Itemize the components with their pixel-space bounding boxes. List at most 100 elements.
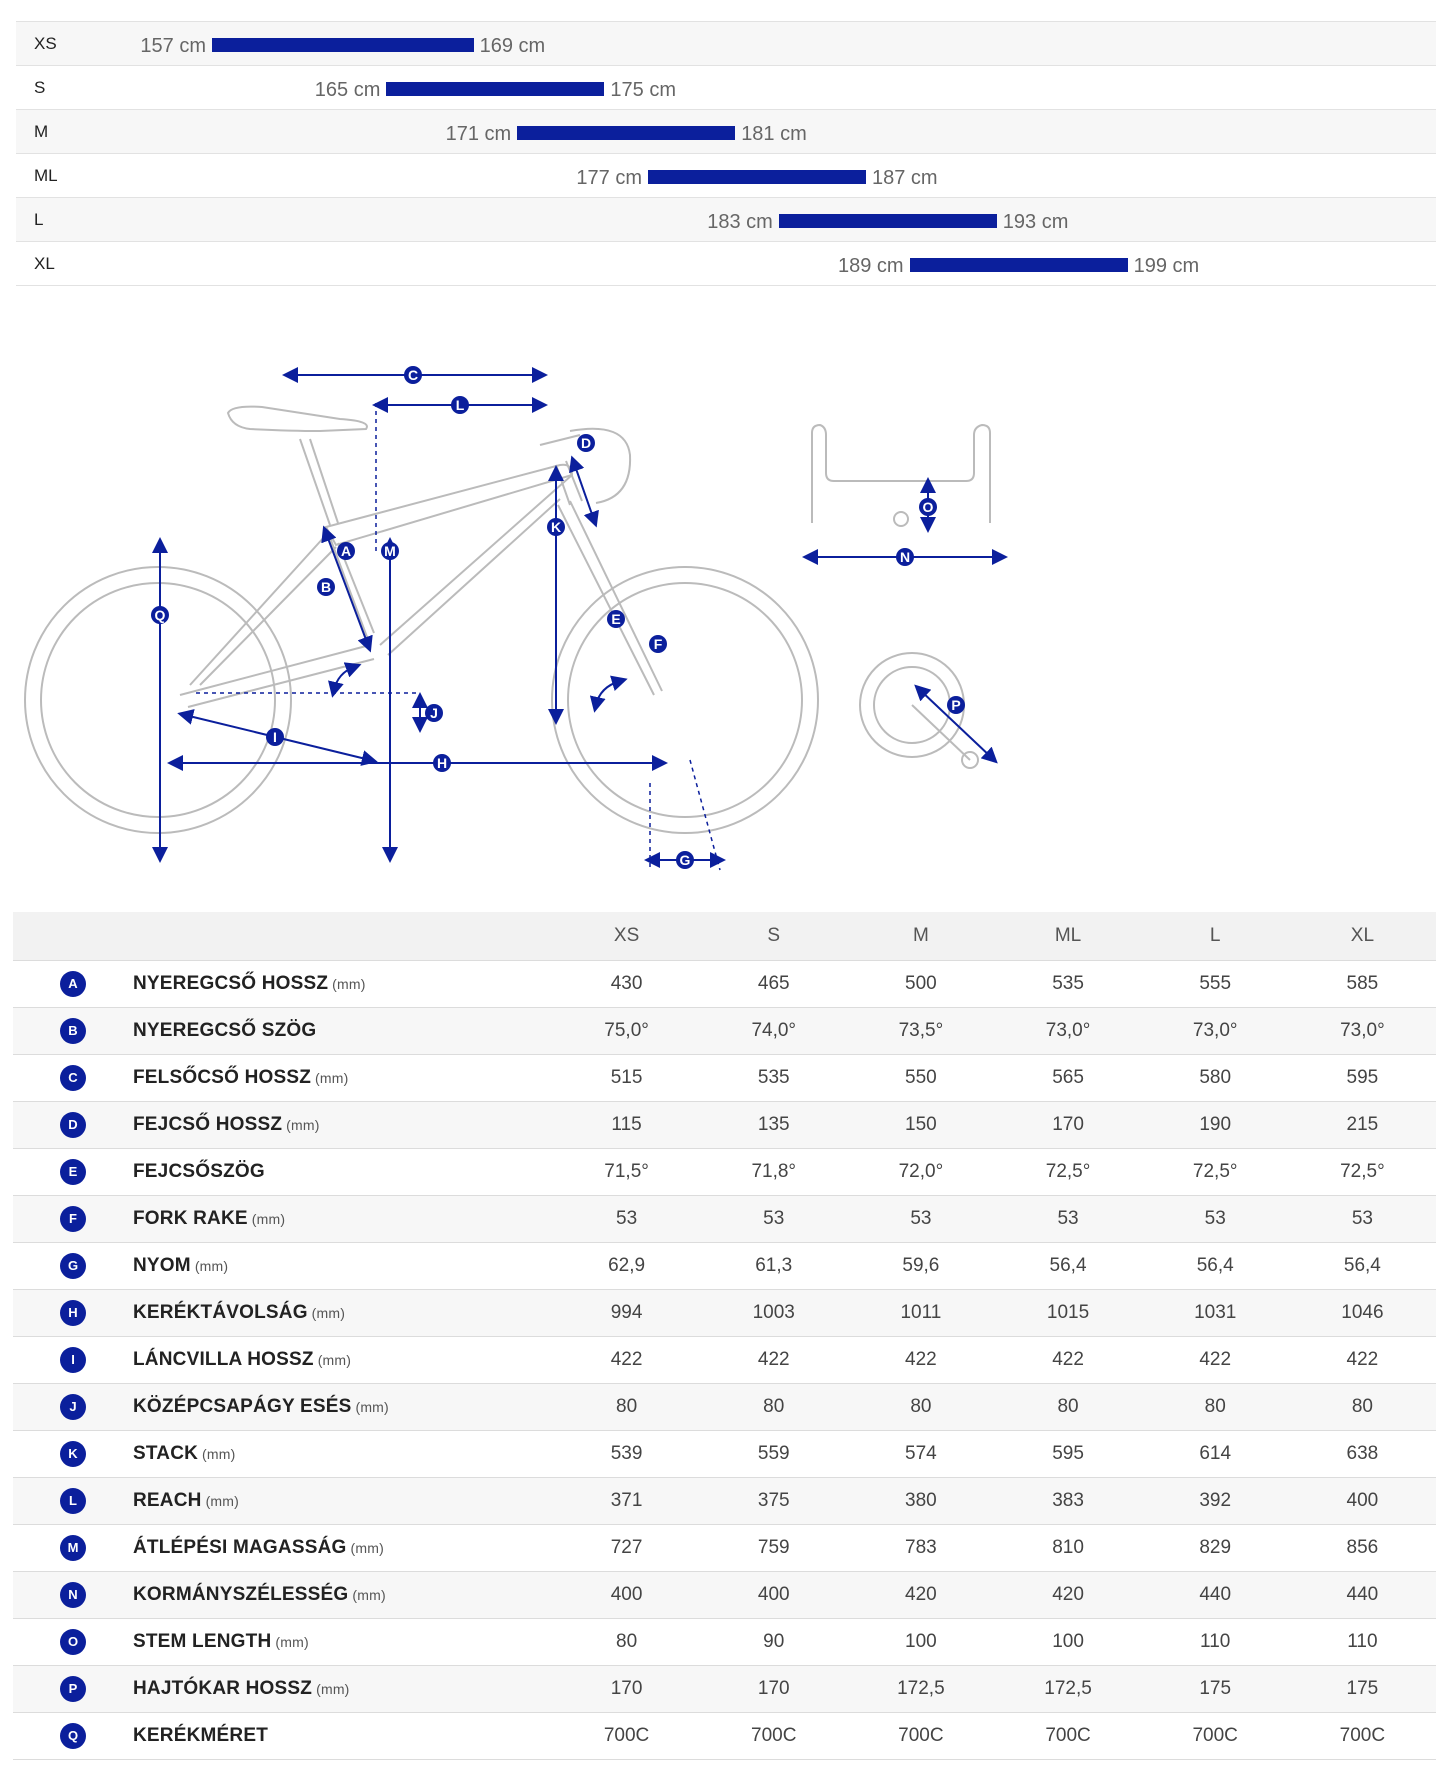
- measurement-value: 53: [1141, 1195, 1289, 1243]
- measurement-value: 465: [700, 960, 848, 1008]
- measurement-name: REACH (mm): [133, 1477, 553, 1525]
- measurement-value: 574: [847, 1430, 995, 1478]
- svg-text:B: B: [321, 579, 331, 595]
- measurement-unit: (mm): [352, 1587, 386, 1603]
- table-row: O STEM LENGTH (mm) 80 90 100 100 110 110: [13, 1618, 1436, 1666]
- svg-text:D: D: [581, 435, 591, 451]
- row-letter-cell: J: [13, 1383, 133, 1431]
- header-size: ML: [994, 912, 1142, 961]
- measurement-value: 175: [1141, 1665, 1289, 1713]
- letter-badge: K: [60, 1441, 86, 1467]
- measurement-value: 700C: [847, 1712, 995, 1760]
- row-letter-cell: E: [13, 1148, 133, 1196]
- measurement-value: 783: [847, 1524, 995, 1572]
- height-min: 177 cm: [576, 167, 642, 189]
- size-label: ML: [34, 166, 58, 185]
- measurement-value: 61,3: [700, 1242, 848, 1290]
- size-chart-row: ML 177 cm 187 cm: [16, 153, 1436, 197]
- header-name: [133, 912, 553, 961]
- measurement-unit: (mm): [205, 1493, 240, 1509]
- measurement-value: 555: [1141, 960, 1289, 1008]
- row-letter-cell: K: [13, 1430, 133, 1478]
- measurement-label: STEM LENGTH: [133, 1631, 272, 1652]
- measurement-value: 383: [994, 1477, 1142, 1525]
- measurement-value: 595: [1288, 1054, 1436, 1102]
- diagram-badge-b: B: [317, 578, 335, 596]
- measurement-value: 100: [994, 1618, 1142, 1666]
- measurement-value: 80: [700, 1383, 848, 1431]
- measurement-value: 110: [1288, 1618, 1436, 1666]
- measurement-value: 420: [994, 1571, 1142, 1619]
- header-letter: [13, 912, 133, 961]
- measurement-value: 56,4: [994, 1242, 1142, 1290]
- height-max: 175 cm: [610, 79, 676, 101]
- measurement-unit: (mm): [317, 1352, 352, 1368]
- measurement-value: 53: [553, 1195, 701, 1243]
- measurement-value: 422: [553, 1336, 701, 1384]
- geometry-table: XS S M ML L XL A NYEREGCSŐ HOSSZ (mm) 430 46…: [13, 912, 1436, 1760]
- diagram-badge-l: L: [451, 396, 469, 414]
- measurement-value: 810: [994, 1524, 1142, 1572]
- measurement-value: 422: [847, 1336, 995, 1384]
- table-row: H KERÉKTÁVOLSÁG (mm) 994 1003 1011 1015 1031 104…: [13, 1289, 1436, 1337]
- diagram-badge-p: P: [947, 696, 965, 714]
- measurement-value: 80: [847, 1383, 995, 1431]
- measurement-value: 535: [994, 960, 1142, 1008]
- measurement-value: 759: [700, 1524, 848, 1572]
- table-row: M ÁTLÉPÉSI MAGASSÁG (mm) 727 759 783 810 829 856: [13, 1524, 1436, 1572]
- diagram-badge-c: C: [404, 366, 422, 384]
- measurement-value: 440: [1141, 1571, 1289, 1619]
- measurement-value: 422: [1288, 1336, 1436, 1384]
- measurement-name: FORK RAKE (mm): [133, 1195, 553, 1243]
- row-letter-cell: C: [13, 1054, 133, 1102]
- diagram-badge-i: I: [266, 728, 284, 746]
- measurement-unit: (mm): [275, 1634, 309, 1650]
- letter-badge: P: [60, 1676, 86, 1702]
- table-row: A NYEREGCSŐ HOSSZ (mm) 430 465 500 535 555 585: [13, 960, 1436, 1008]
- measurement-value: 56,4: [1288, 1242, 1436, 1290]
- letter-badge: A: [60, 971, 86, 997]
- size-label: XL: [34, 254, 55, 273]
- measurement-value: 614: [1141, 1430, 1289, 1478]
- diagram-badge-k: K: [547, 518, 565, 536]
- table-row: J KÖZÉPCSAPÁGY ESÉS (mm) 80 80 80 80 80 80: [13, 1383, 1436, 1431]
- measurement-value: 500: [847, 960, 995, 1008]
- measurement-value: 422: [700, 1336, 848, 1384]
- measurement-value: 1011: [847, 1289, 995, 1337]
- size-chart-row: XL 189 cm 199 cm: [16, 241, 1436, 286]
- measurement-label: KERÉKMÉRET: [133, 1725, 269, 1746]
- header-size: XL: [1288, 912, 1436, 961]
- letter-badge: G: [60, 1253, 86, 1279]
- diagram-badge-n: N: [896, 548, 914, 566]
- row-letter-cell: O: [13, 1618, 133, 1666]
- measurement-value: 62,9: [553, 1242, 701, 1290]
- bike-geometry-diagram: A B C D E F G H I J K L M N O P Q: [0, 355, 1446, 885]
- measurement-value: 440: [1288, 1571, 1436, 1619]
- row-letter-cell: N: [13, 1571, 133, 1619]
- letter-badge: C: [60, 1065, 86, 1091]
- measurement-value: 1046: [1288, 1289, 1436, 1337]
- measurement-name: STACK (mm): [133, 1430, 553, 1478]
- size-label: S: [34, 78, 46, 97]
- measurement-value: 53: [994, 1195, 1142, 1243]
- row-letter-cell: I: [13, 1336, 133, 1384]
- measurement-value: 422: [1141, 1336, 1289, 1384]
- row-letter-cell: A: [13, 960, 133, 1008]
- height-max: 187 cm: [872, 167, 938, 189]
- height-range-bar: [212, 38, 474, 52]
- measurement-value: 73,0°: [1288, 1007, 1436, 1055]
- measurement-value: 539: [553, 1430, 701, 1478]
- height-max: 199 cm: [1133, 255, 1200, 277]
- row-letter-cell: G: [13, 1242, 133, 1290]
- svg-text:I: I: [273, 729, 277, 745]
- measurement-value: 422: [994, 1336, 1142, 1384]
- seatpost: [299, 438, 339, 526]
- measurement-value: 172,5: [994, 1665, 1142, 1713]
- height-max: 181 cm: [741, 123, 807, 145]
- row-letter-cell: F: [13, 1195, 133, 1243]
- measurement-unit: (mm): [194, 1258, 229, 1274]
- letter-badge: I: [60, 1347, 86, 1373]
- measurement-value: 638: [1288, 1430, 1436, 1478]
- size-chart-row: L 183 cm 193 cm: [16, 197, 1436, 241]
- measurement-name: KERÉKMÉRET: [133, 1712, 553, 1760]
